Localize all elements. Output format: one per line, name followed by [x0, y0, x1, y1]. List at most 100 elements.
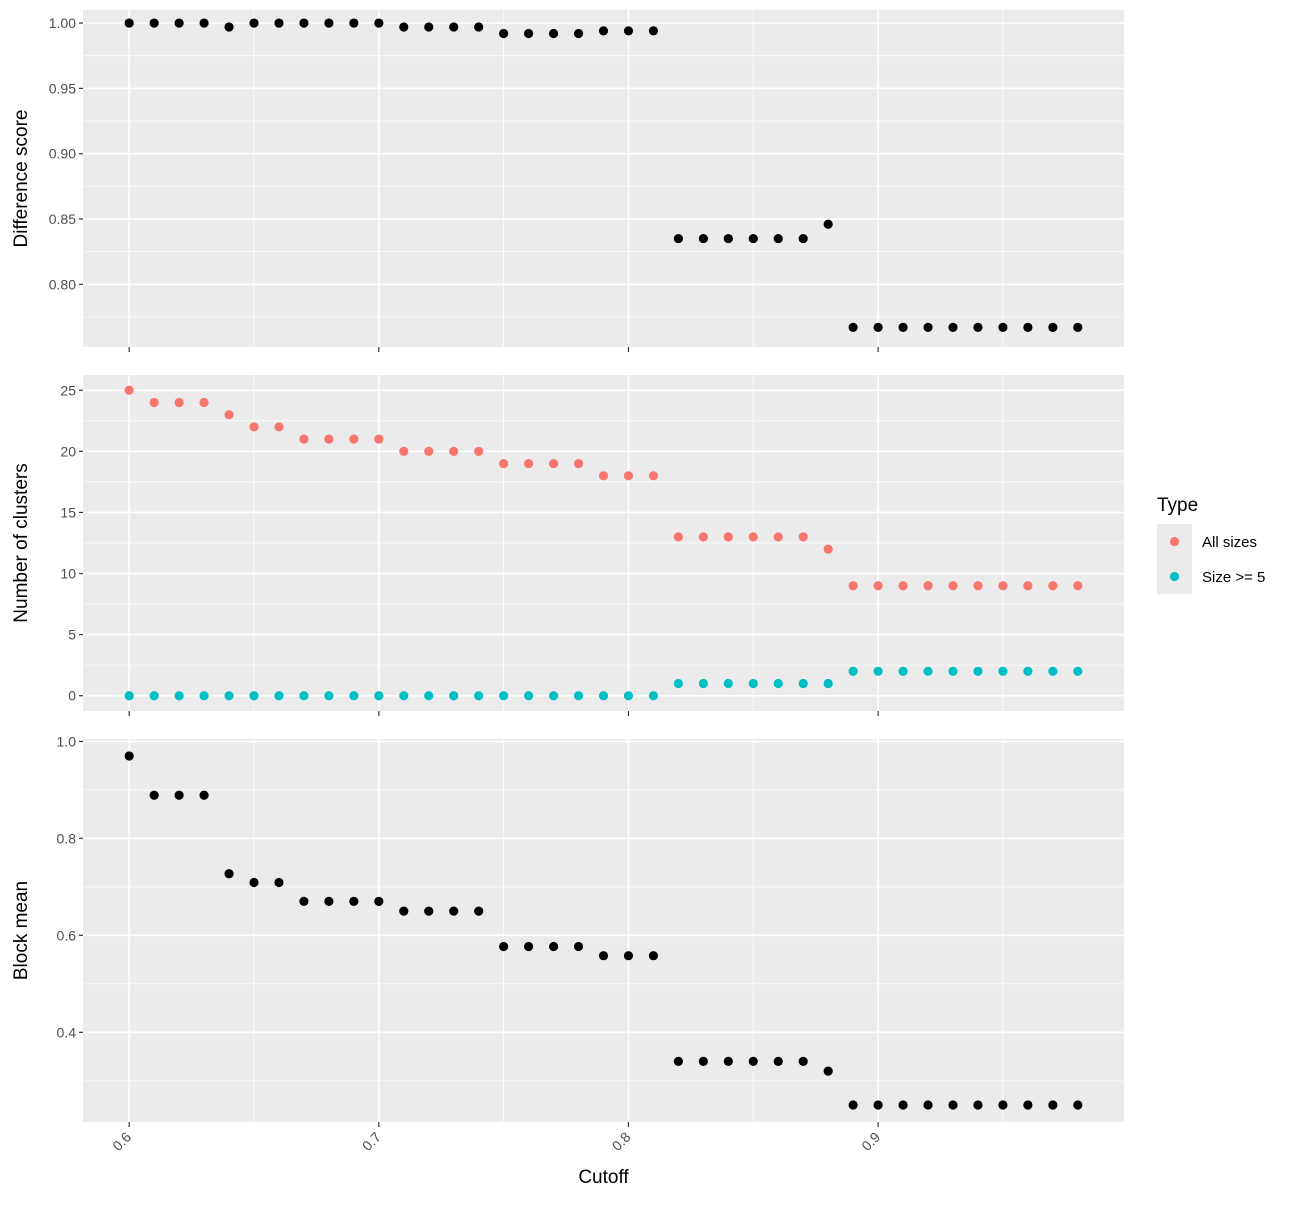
data-point: [598, 691, 609, 701]
data-point: [1073, 581, 1083, 591]
data-point: [773, 678, 783, 689]
y-tick-label: 1.00: [49, 15, 76, 31]
y-tick-label: 25: [60, 382, 76, 398]
y-axis-title: Block mean: [11, 881, 32, 980]
data-point: [224, 22, 234, 32]
data-point: [623, 951, 634, 961]
data-point: [1023, 322, 1033, 333]
data-point: [798, 678, 808, 689]
y-tick-label: 0.4: [57, 1024, 77, 1040]
data-point: [249, 877, 259, 888]
data-point: [399, 691, 409, 701]
data-point: [748, 233, 758, 244]
x-tick-label: 0.7: [359, 1129, 384, 1154]
data-point: [474, 446, 484, 456]
data-point: [798, 532, 808, 542]
data-point: [149, 691, 159, 701]
data-point: [399, 906, 409, 916]
data-point: [424, 906, 434, 916]
data-point: [773, 1056, 783, 1066]
data-point: [723, 1056, 733, 1066]
legend-key-point: [1169, 571, 1180, 582]
data-point: [249, 691, 259, 701]
legend-label: All sizes: [1202, 534, 1257, 551]
data-point: [898, 322, 908, 333]
y-tick-label: 10: [60, 566, 76, 582]
y-tick-label: 0.6: [57, 927, 77, 943]
y-tick-label: 0.80: [49, 276, 76, 292]
data-point: [573, 28, 584, 39]
data-point: [274, 18, 284, 28]
data-point: [648, 691, 659, 701]
data-point: [648, 26, 659, 36]
data-point: [299, 18, 309, 28]
data-point: [474, 691, 484, 701]
data-point: [823, 678, 833, 689]
data-point: [399, 22, 409, 32]
data-point: [898, 1100, 908, 1110]
data-point: [798, 233, 808, 244]
data-point: [174, 691, 184, 701]
data-point: [948, 322, 958, 333]
data-point: [673, 233, 683, 244]
data-point: [673, 678, 683, 689]
data-point: [1073, 666, 1083, 676]
data-point: [1073, 322, 1083, 333]
data-point: [873, 1100, 883, 1110]
y-tick-label: 0.95: [49, 80, 76, 96]
data-point: [524, 458, 534, 469]
data-point: [923, 666, 933, 676]
data-point: [349, 896, 359, 907]
data-point: [424, 446, 434, 456]
data-point: [598, 951, 609, 961]
data-point: [598, 26, 609, 36]
data-point: [773, 233, 783, 244]
data-point: [349, 18, 359, 28]
data-point: [149, 790, 159, 800]
data-point: [823, 1066, 833, 1076]
data-point: [174, 18, 184, 28]
data-point: [973, 1100, 983, 1110]
data-point: [1048, 322, 1058, 333]
data-point: [873, 322, 883, 333]
data-point: [748, 678, 758, 689]
data-point: [1048, 581, 1058, 591]
data-point: [324, 434, 334, 444]
data-point: [174, 790, 184, 800]
data-point: [449, 691, 459, 701]
x-tick-label: 0.8: [609, 1129, 634, 1154]
data-point: [648, 951, 659, 961]
panel-background: [83, 10, 1124, 347]
data-point: [1023, 666, 1033, 676]
y-tick-label: 0.8: [57, 830, 77, 846]
data-point: [998, 666, 1008, 676]
data-point: [274, 691, 284, 701]
legend: Type All sizes Size >= 5: [1157, 495, 1265, 594]
data-point: [723, 532, 733, 542]
data-point: [399, 446, 409, 456]
data-point: [299, 434, 309, 444]
data-point: [174, 397, 184, 408]
data-point: [898, 666, 908, 676]
data-point: [374, 896, 384, 907]
data-point: [274, 877, 284, 888]
x-axis-title: Cutoff: [578, 1167, 629, 1188]
data-point: [124, 691, 134, 701]
data-point: [948, 581, 958, 591]
data-point: [623, 471, 634, 481]
data-point: [998, 322, 1008, 333]
data-point: [873, 666, 883, 676]
data-point: [1023, 581, 1033, 591]
data-point: [698, 1056, 708, 1066]
data-point: [848, 322, 858, 333]
data-point: [299, 691, 309, 701]
data-point: [474, 906, 484, 916]
data-point: [548, 941, 559, 952]
data-point: [923, 581, 933, 591]
data-point: [149, 18, 159, 28]
data-point: [573, 941, 584, 952]
data-point: [524, 28, 534, 39]
data-point: [149, 397, 159, 408]
